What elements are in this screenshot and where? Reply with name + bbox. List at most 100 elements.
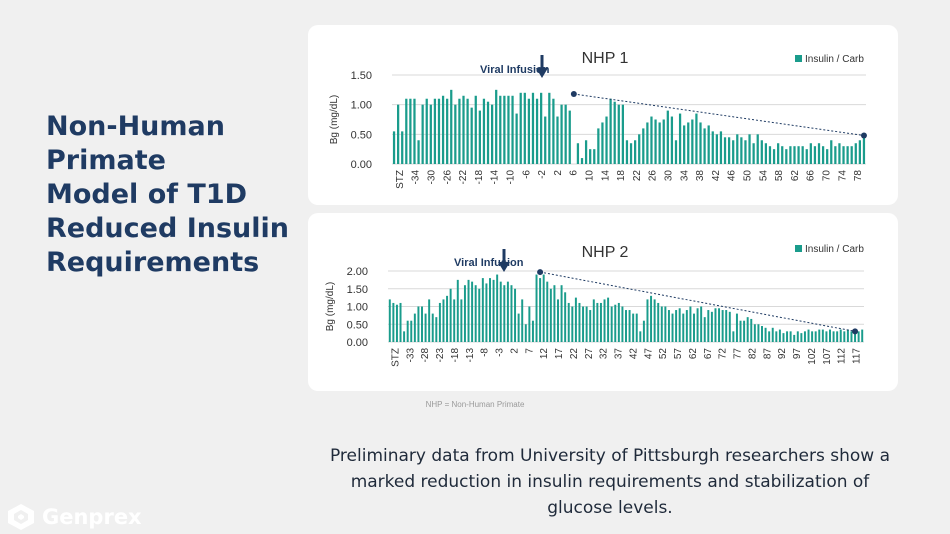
data-bar	[756, 134, 759, 164]
data-bar	[695, 113, 698, 164]
slide-title: Non-Human Primate Model of T1D Reduced I…	[46, 110, 306, 280]
data-bar	[800, 333, 803, 342]
data-bar	[593, 149, 596, 164]
data-bar	[603, 299, 606, 342]
data-bar	[397, 104, 400, 164]
data-bar	[721, 310, 724, 342]
x-tick-label: -30	[427, 170, 438, 185]
data-bar	[832, 331, 835, 342]
y-tick-label: 1.50	[351, 70, 372, 82]
data-bar	[474, 285, 477, 342]
data-bar	[540, 92, 543, 164]
data-bar	[628, 310, 631, 342]
data-bar	[403, 331, 406, 342]
x-tick-label: 77	[733, 348, 744, 360]
data-bar	[466, 98, 469, 164]
data-bar	[421, 306, 423, 342]
data-bar	[528, 306, 531, 342]
data-bar	[495, 89, 498, 164]
x-tick-label: 30	[664, 170, 675, 182]
data-bar	[850, 146, 853, 164]
data-bar	[861, 329, 864, 342]
data-bar	[735, 313, 738, 342]
data-bar	[454, 104, 457, 164]
data-bar	[549, 288, 552, 342]
data-bar	[650, 116, 653, 164]
data-bar	[531, 320, 534, 342]
data-bar	[807, 329, 810, 342]
y-tick-label: 1.00	[351, 100, 372, 112]
x-tick-label: -22	[458, 170, 469, 185]
data-bar	[578, 302, 581, 342]
x-tick-label: 22	[569, 348, 580, 360]
x-tick-label: 2	[509, 348, 520, 354]
x-tick-label: -23	[435, 348, 446, 363]
chart-card-nhp2: 0.00 0.50 1.00 1.50 2.00 Bg (mg/dL) STZ -33 -28-…	[308, 213, 898, 391]
data-bar	[854, 143, 857, 164]
x-tick-label: STZ	[395, 170, 406, 189]
data-bar	[846, 329, 849, 342]
data-bar	[471, 281, 474, 342]
data-bar	[707, 125, 710, 164]
data-bar	[796, 331, 799, 342]
data-bar	[839, 329, 842, 342]
data-bar	[499, 95, 502, 164]
x-tick-label: 14	[600, 170, 611, 182]
data-bar	[431, 313, 434, 342]
data-bar	[580, 158, 584, 164]
data-bar	[621, 104, 624, 164]
data-bar	[413, 98, 416, 164]
caption-line: glucose levels.	[547, 498, 673, 518]
data-bar	[553, 285, 556, 342]
data-bar	[442, 299, 445, 342]
data-bar	[678, 308, 681, 342]
data-bar	[556, 116, 559, 164]
data-bar	[834, 146, 837, 164]
data-bar	[778, 329, 781, 342]
data-bar	[854, 329, 857, 342]
title-line: Reduced Insulin	[46, 213, 289, 244]
data-bar	[607, 297, 610, 342]
data-bar	[596, 302, 599, 342]
data-bar	[752, 143, 755, 164]
y-tick-label: 2.00	[347, 266, 368, 278]
y-tick-label: 0.50	[347, 319, 368, 331]
x-tick-label: -28	[420, 348, 431, 363]
data-bar	[653, 299, 656, 342]
x-tick-label: STZ	[390, 348, 401, 367]
x-tick-label: 42	[628, 348, 639, 360]
data-bar	[740, 137, 743, 164]
data-bar	[539, 278, 542, 342]
data-bar	[460, 299, 463, 342]
data-bar	[544, 116, 547, 164]
data-bar	[515, 113, 518, 164]
data-bar	[632, 313, 635, 342]
caption-line: marked reduction in insulin requirements…	[350, 472, 870, 492]
x-tick-label: -6	[521, 170, 532, 179]
data-bar	[535, 98, 539, 164]
data-bar	[789, 331, 792, 342]
data-bar	[732, 331, 735, 342]
data-bar	[829, 329, 831, 342]
data-bar	[486, 101, 490, 164]
data-bar	[801, 146, 804, 164]
data-bar	[388, 299, 391, 342]
data-bar	[666, 110, 669, 164]
data-bar	[478, 110, 481, 164]
data-bar	[764, 143, 768, 164]
data-bar	[617, 104, 620, 164]
x-tick-label: 10	[585, 170, 596, 182]
data-bar	[634, 140, 637, 164]
data-bar	[821, 329, 824, 342]
x-tick-label: 37	[614, 348, 625, 360]
data-bar	[850, 331, 853, 342]
x-tick-label: 97	[792, 348, 803, 360]
data-bar	[642, 320, 645, 342]
data-bar	[639, 331, 642, 342]
data-bar	[609, 98, 612, 164]
data-bar	[825, 331, 828, 342]
data-bar	[410, 320, 413, 342]
data-bar	[736, 134, 739, 164]
data-bar	[605, 116, 608, 164]
data-bar	[658, 122, 661, 164]
